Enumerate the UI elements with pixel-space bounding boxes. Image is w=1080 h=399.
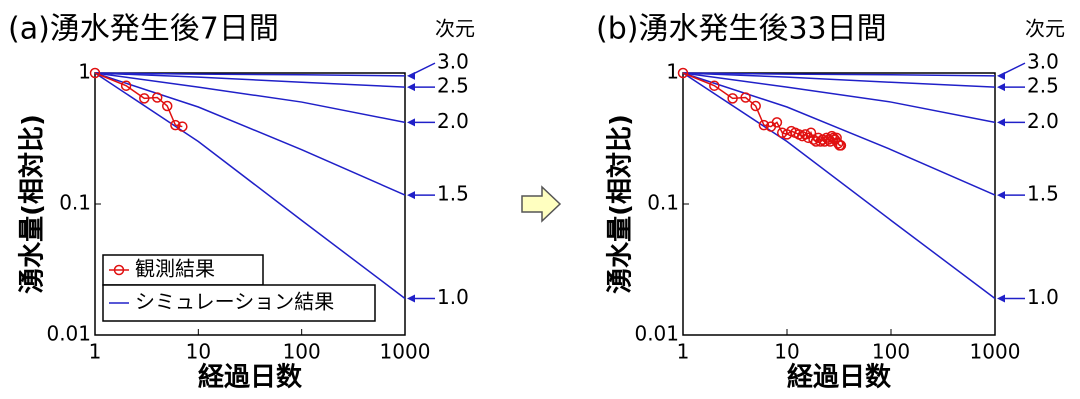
observed-point — [750, 100, 761, 112]
observed-point — [835, 140, 847, 151]
label-arrowhead — [407, 118, 415, 127]
x-tick-label: 1 — [89, 340, 102, 364]
dimension-label: 3.0 — [1027, 50, 1059, 74]
x-tick-label: 100 — [283, 340, 321, 364]
observed-point — [151, 92, 163, 103]
dimension-label: 3.0 — [437, 50, 469, 74]
label-arrowhead — [407, 83, 415, 92]
observed-point — [826, 130, 838, 142]
y-tick-label: 1 — [78, 60, 91, 84]
transition-arrow — [521, 185, 562, 223]
x-axis-label: 経過日数 — [787, 362, 892, 393]
dimension-label: 1.5 — [437, 182, 469, 206]
simulation-line — [94, 72, 406, 300]
label-arrowhead — [997, 294, 1005, 303]
dimension-label: 1.0 — [437, 285, 469, 309]
observed-point — [758, 119, 770, 131]
observed-point — [771, 117, 783, 128]
observed-point — [170, 119, 181, 131]
x-tick-label: 1 — [677, 340, 690, 364]
legend-box — [102, 254, 264, 286]
legend-marker — [113, 264, 125, 276]
label-arrowhead — [407, 191, 415, 200]
label-arrowhead — [407, 294, 415, 303]
observed-point — [120, 80, 132, 91]
label-arrowhead — [997, 83, 1005, 92]
label-arrowhead — [997, 71, 1005, 80]
y-tick-label: 0.1 — [647, 191, 679, 215]
observed-point — [677, 67, 689, 79]
label-arrowhead — [997, 118, 1005, 127]
simulation-line — [94, 72, 406, 77]
dimension-label: 2.0 — [1027, 109, 1059, 133]
simulation-line — [94, 72, 406, 124]
y-tick-label: 1 — [666, 60, 679, 84]
observed-point — [805, 127, 817, 138]
x-axis-label: 経過日数 — [198, 362, 303, 393]
lines-title: 次元 — [435, 17, 475, 41]
x-tick-label: 1000 — [380, 340, 431, 364]
y-tick-label: 0.1 — [59, 191, 91, 215]
simulation-line — [94, 72, 406, 88]
simulation-line — [682, 72, 996, 88]
chart-title: (b)湧水発生後33日間 — [596, 12, 887, 47]
observed-point — [800, 129, 811, 140]
x-tick-label: 10 — [186, 340, 211, 364]
observed-point — [89, 67, 101, 79]
plot-frame — [682, 72, 996, 336]
x-tick-label: 10 — [774, 340, 799, 364]
observed-point — [832, 138, 844, 149]
simulation-line — [682, 72, 996, 77]
dimension-label: 2.0 — [437, 109, 469, 133]
legend-label: シミュレーション結果 — [135, 290, 334, 314]
observed-point — [177, 121, 188, 132]
label-arrowhead — [997, 191, 1005, 200]
dimension-label: 2.5 — [437, 74, 469, 98]
dimension-label: 2.5 — [1027, 74, 1059, 98]
label-arrowhead — [407, 71, 415, 80]
simulation-line — [682, 72, 996, 124]
observed-line — [94, 72, 183, 128]
legend-label: 観測結果 — [135, 257, 215, 281]
observed-point — [161, 100, 173, 112]
y-axis-label: 湧水量(相対比) — [606, 114, 636, 294]
observed-point — [740, 92, 751, 103]
chart-title: (a)湧水発生後7日間 — [8, 12, 279, 47]
x-tick-label: 100 — [872, 340, 910, 364]
observed-point — [727, 93, 738, 104]
legend-box — [102, 284, 376, 322]
x-tick-label: 1000 — [970, 340, 1021, 364]
observed-point — [709, 80, 720, 91]
dimension-label: 1.5 — [1027, 182, 1059, 206]
y-tick-label: 0.01 — [634, 322, 679, 346]
simulation-line — [682, 72, 996, 300]
observed-point — [139, 93, 150, 104]
simulation-line — [94, 72, 406, 196]
y-tick-label: 0.01 — [46, 322, 91, 346]
dimension-label: 1.0 — [1027, 285, 1059, 309]
lines-title: 次元 — [1025, 17, 1065, 41]
y-axis-label: 湧水量(相対比) — [18, 114, 48, 294]
simulation-line — [682, 72, 996, 196]
